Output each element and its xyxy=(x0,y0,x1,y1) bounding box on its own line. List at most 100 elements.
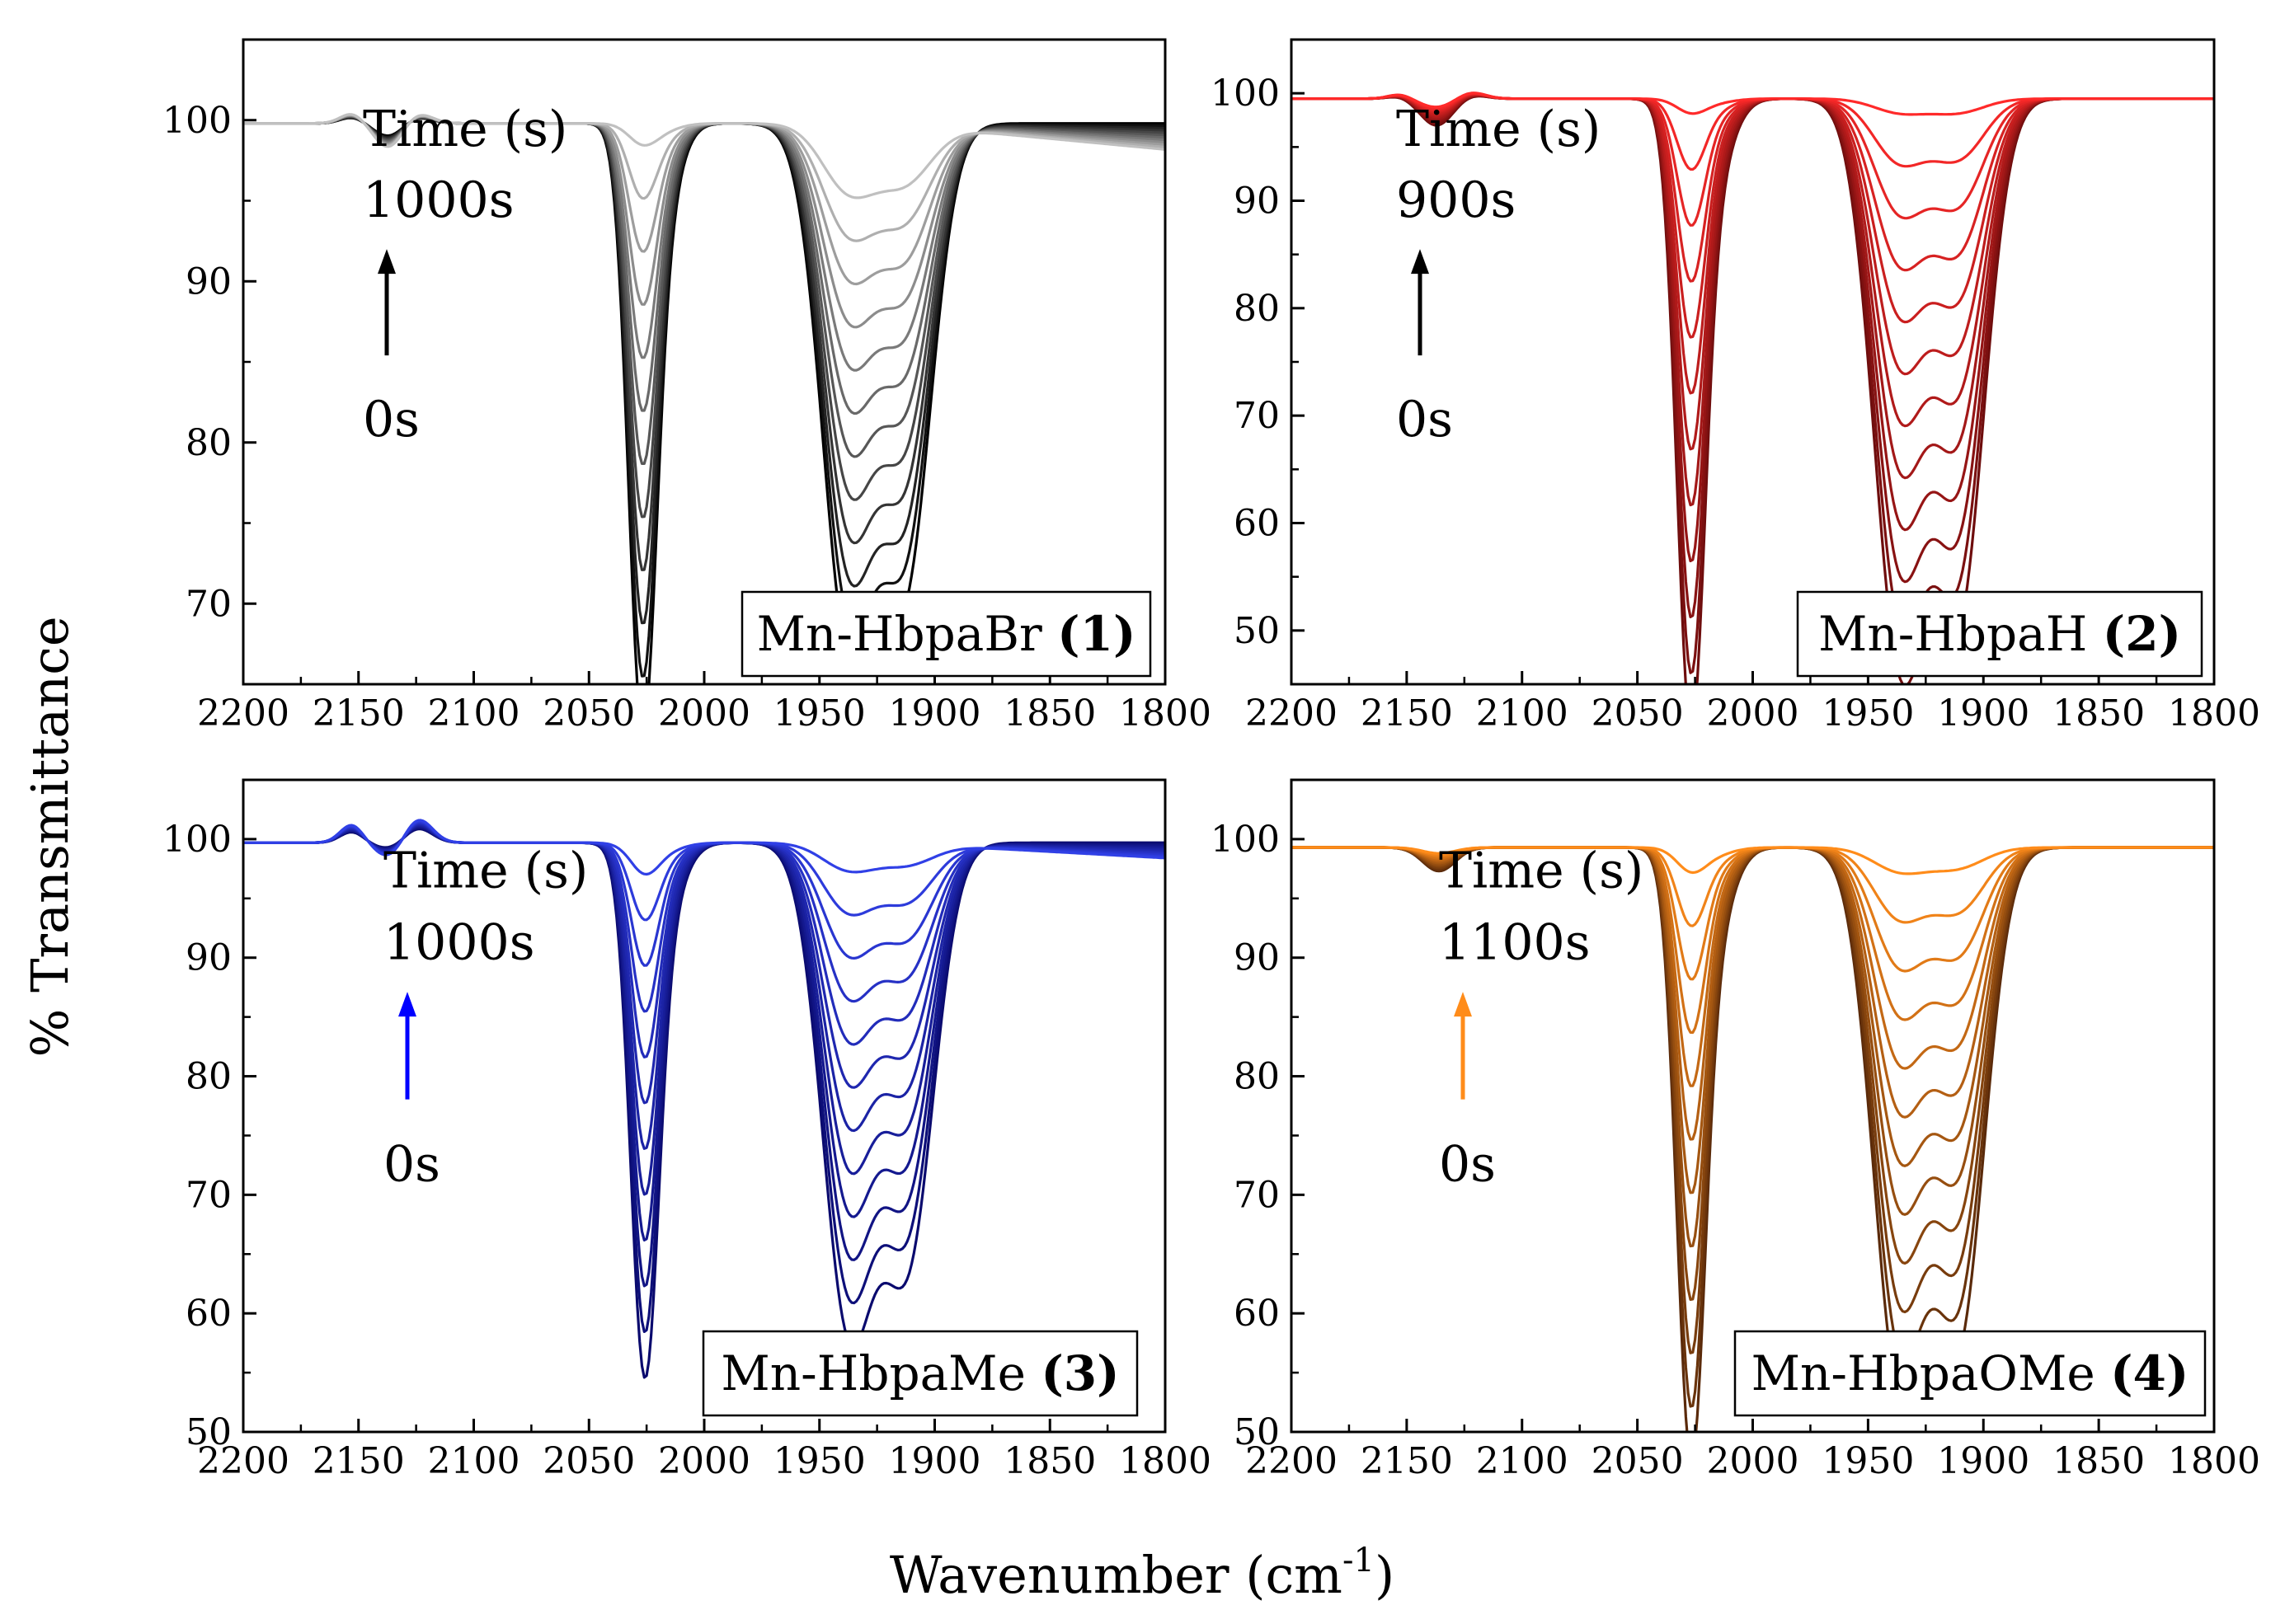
y-tick-label: 60 xyxy=(186,1293,232,1335)
series-line-7 xyxy=(243,823,1165,1105)
series-group xyxy=(1291,846,2214,1432)
x-tick-label: 2200 xyxy=(1245,692,1338,735)
y-tick-label: 100 xyxy=(1211,73,1280,115)
series-line-4 xyxy=(1291,94,2214,563)
time-start-label: 0s xyxy=(383,1135,440,1193)
x-tick-label: 1800 xyxy=(1119,692,1211,735)
y-tick-label: 80 xyxy=(1234,1056,1280,1098)
sample-label-box xyxy=(1733,1330,2207,1417)
series-line-12 xyxy=(1291,846,2214,875)
x-axis-title-close: ) xyxy=(1375,1545,1394,1605)
time-end-label: 1000s xyxy=(363,171,515,229)
time-title: Time (s) xyxy=(363,101,567,158)
x-tick-label: 1900 xyxy=(889,1440,981,1482)
sample-name: Mn-HbpaOMe xyxy=(1751,1345,2110,1401)
x-tick-label: 1800 xyxy=(1119,1440,1211,1482)
series-line-1 xyxy=(243,828,1165,1379)
y-tick-label: 70 xyxy=(186,583,232,625)
x-tick-label: 1850 xyxy=(2052,1440,2145,1482)
time-start-label: 0s xyxy=(363,391,420,448)
sample-name: Mn-HbpaBr xyxy=(757,606,1058,662)
x-tick-label: 1850 xyxy=(1004,692,1096,735)
time-title: Time (s) xyxy=(1439,843,1643,900)
sample-label: Mn-HbpaMe (3) xyxy=(721,1345,1119,1401)
series-line-2 xyxy=(243,827,1165,1333)
x-tick-label: 2000 xyxy=(1707,692,1799,735)
series-line-12 xyxy=(1291,92,2214,116)
series-line-5 xyxy=(243,824,1165,1196)
x-tick-label: 1850 xyxy=(2052,692,2145,735)
sample-number: (3) xyxy=(1041,1345,1119,1401)
series-line-11 xyxy=(243,819,1165,922)
panel-mn-hbpame: 50 60 70 80 90 100 2200 2150 2100 2050 2000 1950 190… xyxy=(162,778,1211,1482)
x-tick-label: 1900 xyxy=(1937,1440,2029,1482)
sample-label-box xyxy=(741,590,1152,678)
panel-mn-hbpah: 50 60 70 80 90 100 2200 2150 2100 2050 2000 1950 190… xyxy=(1211,38,2260,735)
y-tick-label: 50 xyxy=(1234,610,1280,652)
series-line-12 xyxy=(243,819,1165,876)
series-line-6 xyxy=(1291,846,2214,1195)
series-line-7 xyxy=(1291,846,2214,1141)
y-tick-label: 90 xyxy=(186,260,232,303)
series-group xyxy=(243,113,1165,684)
y-tick-label: 60 xyxy=(1234,503,1280,545)
sample-label: Mn-HbpaH (2) xyxy=(1818,606,2181,662)
y-tick-label: 50 xyxy=(186,1411,232,1453)
x-tick-label: 1950 xyxy=(1822,692,1914,735)
x-axis-title: Wavenumber (cm-1) xyxy=(890,1542,1394,1605)
series-line-2 xyxy=(1291,846,2214,1408)
time-end-label: 900s xyxy=(1396,171,1516,229)
sample-label-box xyxy=(1796,590,2203,678)
y-tick-label: 90 xyxy=(1234,181,1280,223)
sample-label: Mn-HbpaOMe (4) xyxy=(1751,1345,2189,1401)
time-start-label: 0s xyxy=(1396,391,1453,448)
x-tick-label: 1850 xyxy=(1004,1440,1096,1482)
series-line-12 xyxy=(243,113,1165,199)
sample-number: (2) xyxy=(2103,606,2181,662)
y-tick-label: 100 xyxy=(162,100,232,142)
x-tick-label: 2100 xyxy=(1476,1440,1568,1482)
series-line-4 xyxy=(1291,846,2214,1301)
y-tick-label: 50 xyxy=(1234,1411,1280,1453)
x-tick-label: 2000 xyxy=(658,692,750,735)
series-line-3 xyxy=(1291,846,2214,1354)
x-tick-label: 2050 xyxy=(543,1440,635,1482)
x-tick-label: 2150 xyxy=(313,1440,405,1482)
series-line-6 xyxy=(243,824,1165,1150)
x-tick-label: 2150 xyxy=(1361,1440,1453,1482)
y-tick-label: 100 xyxy=(1211,819,1280,861)
x-tick-label: 2050 xyxy=(1592,692,1684,735)
x-tick-label: 2150 xyxy=(313,692,405,735)
time-title: Time (s) xyxy=(383,843,588,900)
y-tick-label: 100 xyxy=(162,819,232,861)
panel-mn-hbpaome: 50 60 70 80 90 100 2200 2150 2100 2050 2000 1950 190… xyxy=(1211,778,2260,1482)
series-line-5 xyxy=(1291,846,2214,1248)
y-tick-label: 60 xyxy=(1234,1293,1280,1335)
time-end-label: 1000s xyxy=(383,914,535,972)
time-end-label: 1100s xyxy=(1439,914,1591,972)
y-tick-label: 80 xyxy=(186,422,232,464)
x-axis-title-main: Wavenumber (cm xyxy=(890,1545,1342,1605)
series-line-8 xyxy=(1291,846,2214,1087)
x-tick-label: 1950 xyxy=(1822,1440,1914,1482)
sample-number: (1) xyxy=(1057,606,1135,662)
x-tick-label: 1900 xyxy=(889,692,981,735)
series-group xyxy=(1291,92,2214,684)
y-tick-label: 70 xyxy=(1234,1174,1280,1216)
time-title: Time (s) xyxy=(1396,101,1601,158)
panel-mn-hbpabr: 70 80 90 100 2200 2150 2100 2050 2000 1950 1900 185… xyxy=(162,38,1211,735)
time-arrow-head xyxy=(378,249,396,275)
x-tick-label: 1800 xyxy=(2168,1440,2260,1482)
sample-label: Mn-HbpaBr (1) xyxy=(757,606,1136,662)
x-tick-label: 2100 xyxy=(1476,692,1568,735)
x-tick-label: 1800 xyxy=(2168,692,2260,735)
series-line-8 xyxy=(243,822,1165,1058)
y-tick-label: 70 xyxy=(186,1174,232,1216)
series-line-4 xyxy=(243,825,1165,1241)
x-tick-label: 2200 xyxy=(197,692,289,735)
y-axis-title: % Transmittance xyxy=(20,616,80,1057)
y-tick-label: 80 xyxy=(186,1056,232,1098)
series-line-9 xyxy=(1291,846,2214,1035)
x-axis-title-superscript: -1 xyxy=(1342,1542,1375,1579)
